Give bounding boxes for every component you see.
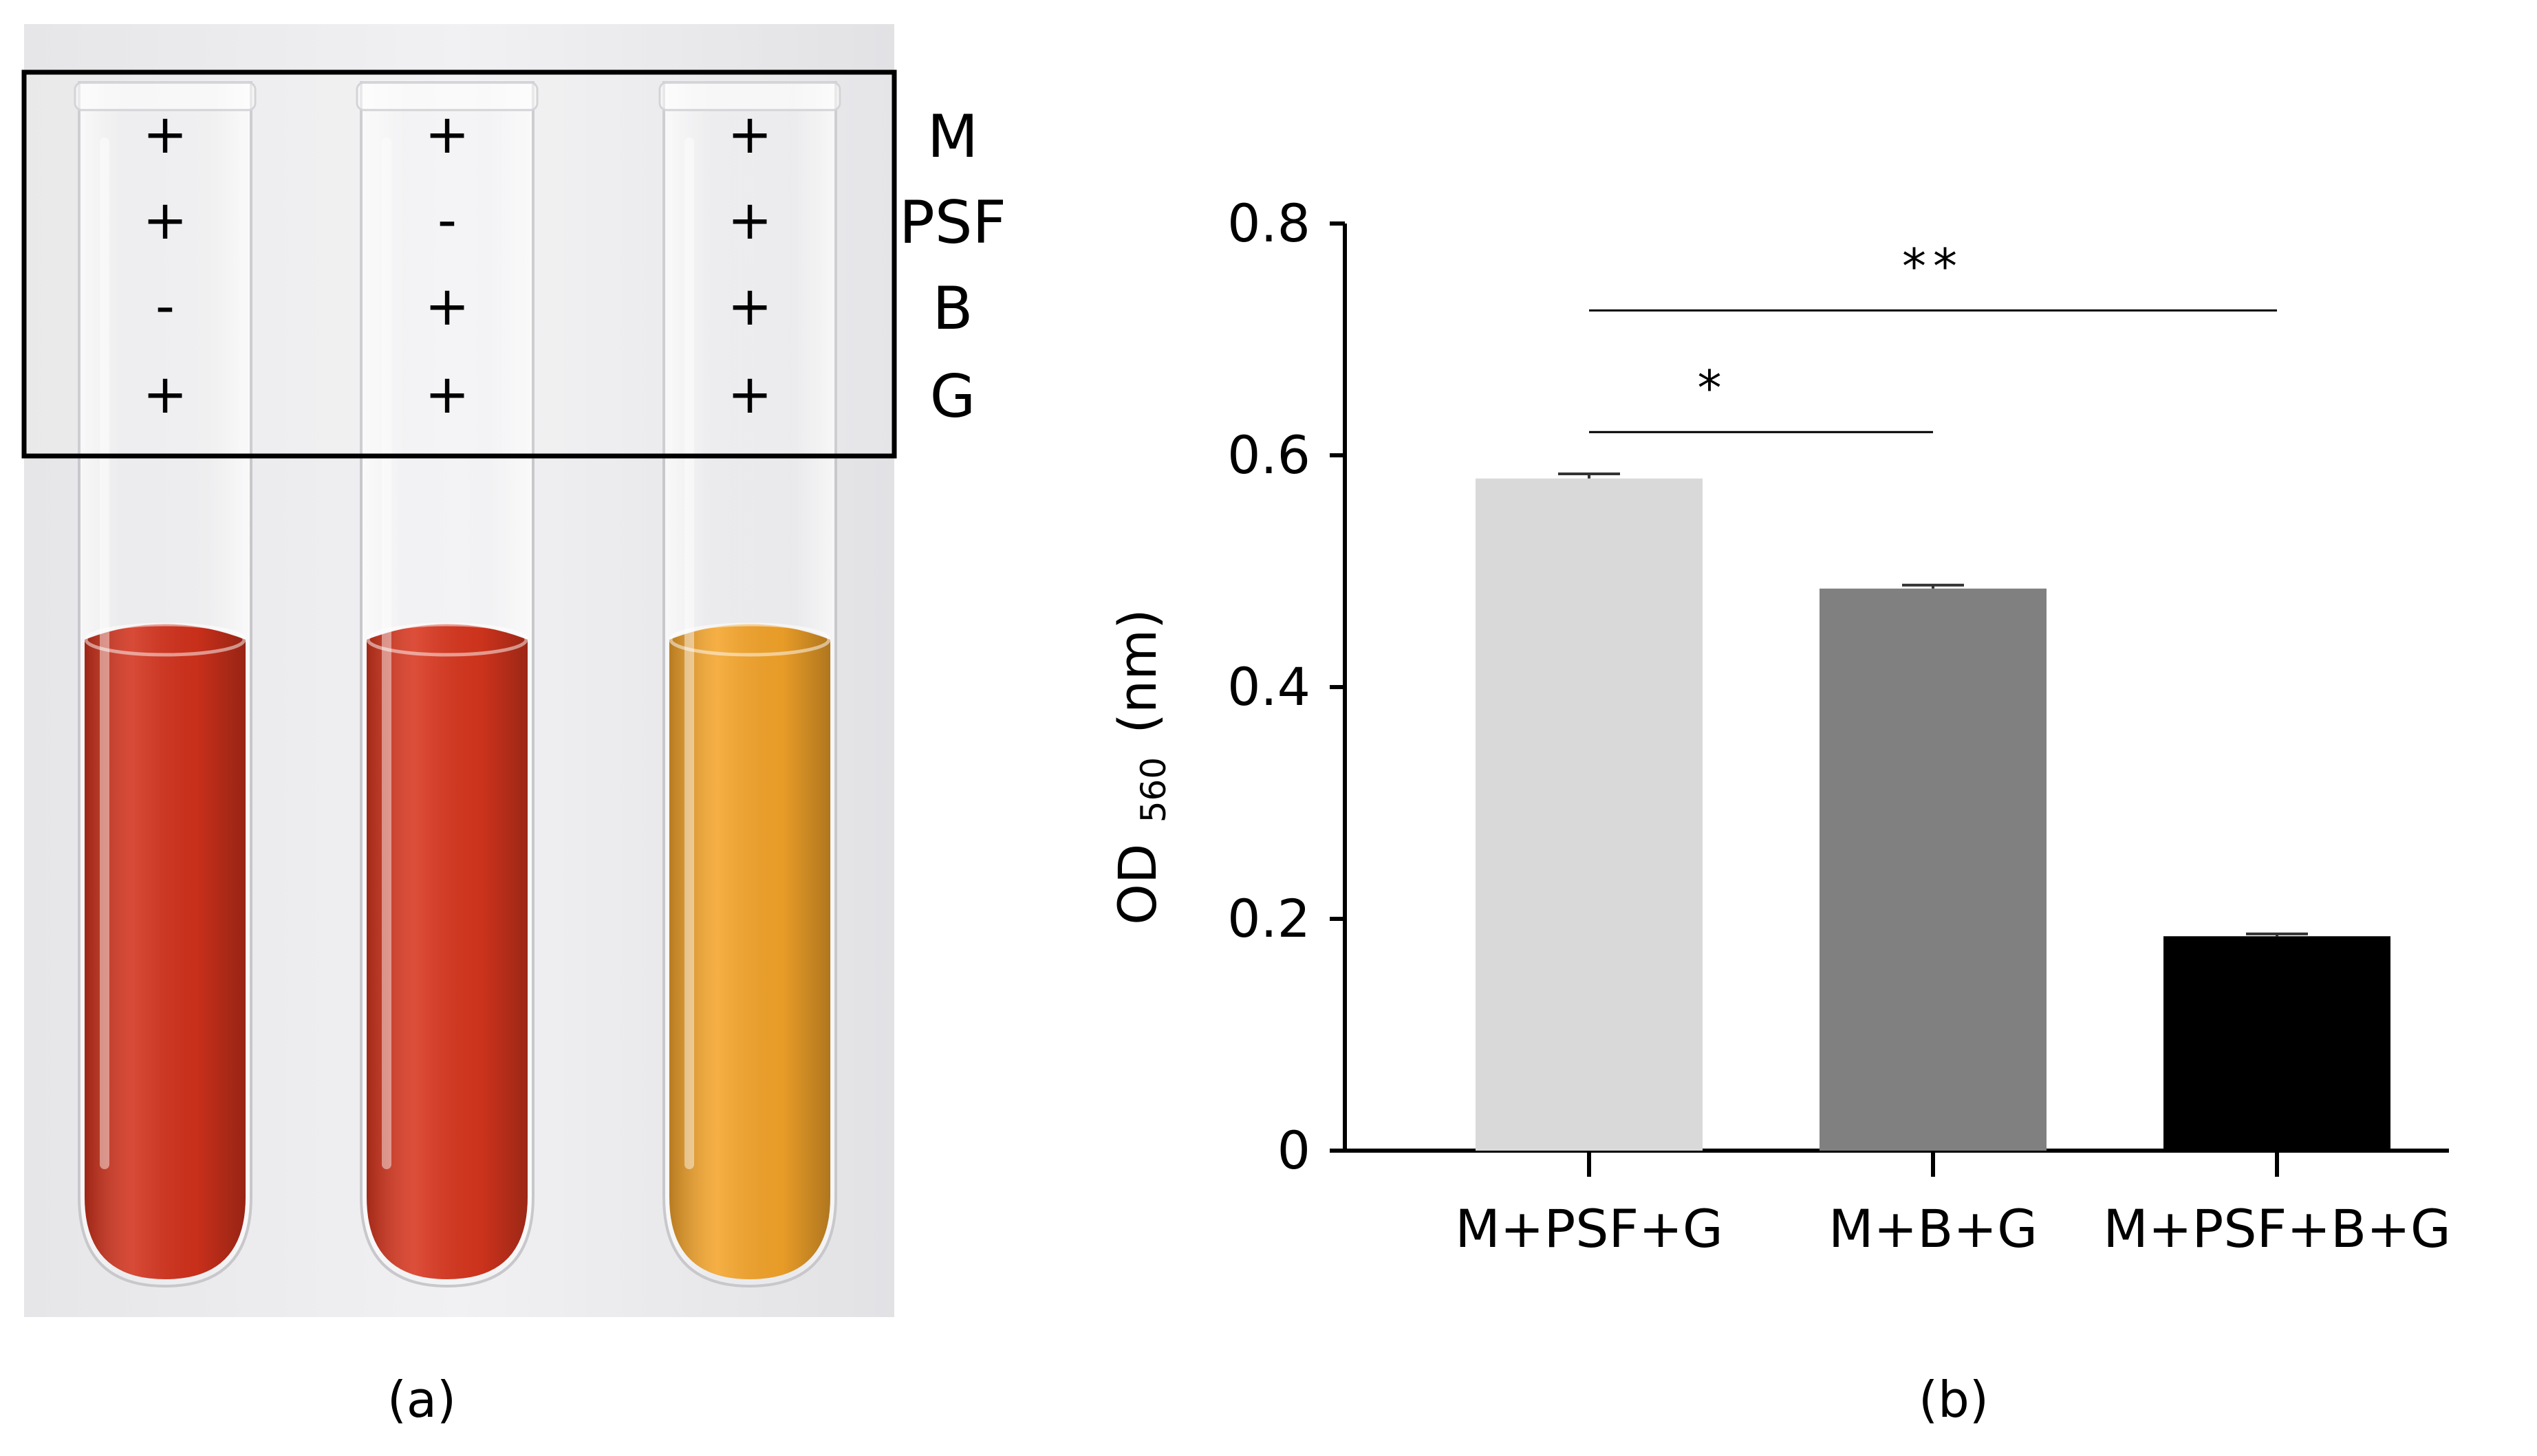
row-label-g: G xyxy=(930,362,976,431)
tube-rim xyxy=(356,81,539,111)
tube-liquid-shading xyxy=(367,624,528,1279)
tube-highlight xyxy=(382,138,391,1169)
sign-tube-3-m: + xyxy=(727,104,772,166)
tube-rim xyxy=(658,81,841,111)
y-axis-label-unit: (nm) xyxy=(1107,609,1168,734)
panel-a-label: (a) xyxy=(387,1371,456,1428)
test-tube-3 xyxy=(658,81,841,1288)
tube-meniscus xyxy=(669,622,831,657)
y-axis-label: OD 560 (nm) xyxy=(1107,609,1178,925)
tube-meniscus xyxy=(84,622,246,657)
row-label-psf: PSF xyxy=(899,188,1006,257)
row-label-b: B xyxy=(933,274,973,343)
sign-tube-2-g: + xyxy=(424,364,469,426)
y-tick-label: 0.4 xyxy=(1227,656,1310,717)
panel-b-chart: 00.20.40.60.8 M+PSF+G M+B+G M+PSF+B+G *** … xyxy=(1107,193,2451,1428)
sign-tube-1-m: + xyxy=(142,104,187,166)
y-tick-label: 0.6 xyxy=(1227,424,1310,486)
row-labels: M PSF BG xyxy=(899,102,1006,431)
significance-marker: ** xyxy=(1902,238,1964,294)
sign-tube-3-psf: + xyxy=(727,190,772,252)
y-axis-label-main: OD xyxy=(1107,843,1168,924)
x-tick-label: M+B+G xyxy=(1828,1198,2038,1259)
y-tick-label: 0 xyxy=(1277,1120,1310,1181)
sign-tube-3-b: + xyxy=(727,276,772,338)
panel-b-label: (b) xyxy=(1919,1371,1989,1428)
bar-2 xyxy=(1820,588,2047,1151)
conditions-box xyxy=(21,69,897,459)
panel-a-photo: + + - + + - + + + + + + M PSF BG (a) xyxy=(21,24,1006,1428)
x-tick-label: M+PSF+B+G xyxy=(2103,1198,2450,1259)
tube-liquid-shading xyxy=(669,624,830,1279)
sign-tube-2-b: + xyxy=(424,276,469,338)
sign-tube-1-psf: + xyxy=(142,190,187,252)
sign-tube-3-g: + xyxy=(727,364,772,426)
test-tube-1 xyxy=(74,81,257,1288)
bar-group xyxy=(1476,472,2390,1151)
tube-liquid-shading xyxy=(85,624,246,1279)
x-axis: M+PSF+G M+B+G M+PSF+B+G xyxy=(1345,1149,2451,1259)
test-tube-2 xyxy=(356,81,539,1288)
sign-tube-1-g: + xyxy=(142,364,187,426)
sign-tube-2-m: + xyxy=(424,104,469,166)
y-axis: 0 0.2 0.4 0.6 0.8 xyxy=(1227,193,1347,1181)
sign-tube-1-b: - xyxy=(155,276,175,338)
tube-highlight xyxy=(684,138,694,1169)
tube-rim xyxy=(74,81,257,111)
bar-1 xyxy=(1476,478,1703,1151)
bar-3 xyxy=(2163,936,2390,1151)
sign-tube-2-psf: - xyxy=(438,190,457,252)
y-tick-label: 0.2 xyxy=(1227,888,1310,949)
tube-group xyxy=(74,81,841,1288)
y-axis-label-subscript: 560 xyxy=(1134,757,1174,823)
x-tick-label: M+PSF+G xyxy=(1455,1198,1723,1259)
y-tick-label: 0.8 xyxy=(1227,193,1310,254)
row-label-m: M xyxy=(927,102,978,171)
significance-group: *** xyxy=(1589,238,2277,433)
tube-highlight xyxy=(100,138,109,1169)
sign-grid: + + - + + - + + + + + + xyxy=(142,104,772,426)
significance-marker: * xyxy=(1698,360,1729,416)
tube-meniscus xyxy=(366,622,528,657)
